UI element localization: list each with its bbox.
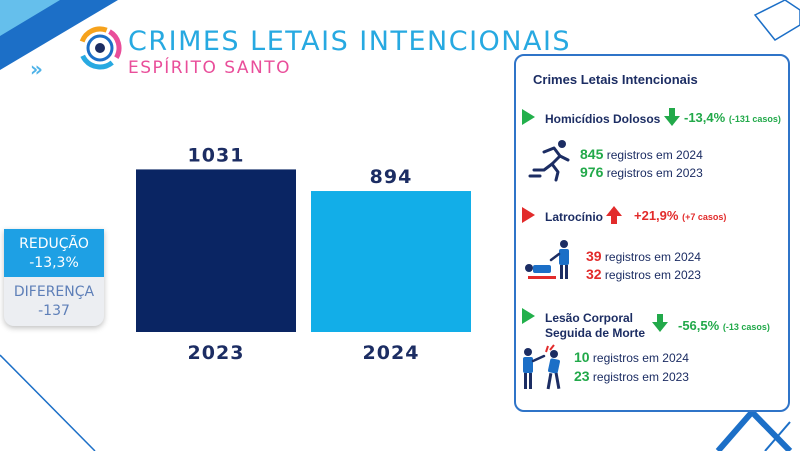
change-detail: (-13 casos) [722,322,770,332]
arrow-down-icon [664,108,680,126]
registros-2023-homicidios: 976 registros em 2023 [580,164,703,180]
registros-2023-latrocinio: 32 registros em 2023 [586,266,701,282]
value-label-2024: 894 [370,166,413,188]
arrow-down-icon [652,314,668,332]
reduction-label: REDUÇÃO [19,236,89,252]
play-triangle-icon [522,109,535,125]
panel-title: Crimes Letais Intencionais [533,72,698,87]
label-2023: registros em 2023 [606,166,703,180]
category-name-line2: Seguida de Morte [545,326,646,340]
label-2023: registros em 2023 [604,268,701,282]
label-2024: registros em 2024 [606,148,703,162]
label-2023: registros em 2023 [592,370,689,384]
value-label-2023: 1031 [188,144,245,166]
category-name-line1: Lesão Corporal [545,311,634,325]
difference-value: -137 [38,303,70,319]
corner-chevron-bottom-right [715,407,793,451]
count-2024: 10 [574,349,590,365]
chevron-right-icon: » [30,57,43,81]
change-value: +21,9% [634,208,679,223]
category-name-latrocinio: Latrocínio [545,210,604,224]
difference-block: DIFERENÇA -137 [4,277,104,326]
category-name-lesao-corporal: Lesão Corporal Seguida de Morte [545,311,645,341]
label-2024: registros em 2024 [604,250,701,264]
corner-shape-top-right [753,0,800,41]
crime-details-panel [514,54,790,412]
registros-2023-lesao: 23 registros em 2023 [574,368,689,384]
change-detail: (+7 casos) [682,212,727,222]
reduction-value: -13,3% [29,255,79,271]
bar-chart: 1031 2023 894 2024 [136,144,471,364]
play-triangle-icon [522,207,535,223]
corner-shape-top-left-inner [0,0,60,36]
reduction-block: REDUÇÃO -13,3% [4,229,104,277]
corner-line-bottom-right [764,421,791,451]
arrow-up-icon [606,206,622,224]
page-title: CRIMES LETAIS INTENCIONAIS [128,26,572,57]
registros-2024-lesao: 10 registros em 2024 [574,349,689,365]
play-triangle-icon [522,308,535,324]
label-2024: registros em 2024 [592,351,689,365]
category-label-2024: 2024 [363,342,420,364]
change-value: -56,5% [678,318,720,333]
summary-box: REDUÇÃO -13,3% DIFERENÇA -137 [4,229,104,326]
change-latrocinio: +21,9% (+7 casos) [634,208,726,223]
change-value: -13,4% [684,110,726,125]
count-2023: 23 [574,368,590,384]
page-subtitle: ESPÍRITO SANTO [128,58,292,78]
registros-2024-homicidios: 845 registros em 2024 [580,146,703,162]
category-name-homicidios: Homicídios Dolosos [545,112,661,126]
count-2023: 976 [580,164,604,180]
assault-icon [523,344,561,390]
difference-label: DIFERENÇA [13,284,95,300]
registros-2024-latrocinio: 39 registros em 2024 [586,248,701,264]
count-2023: 32 [586,266,602,282]
eye-logo-icon [78,26,122,70]
change-lesao-corporal: -56,5% (-13 casos) [678,318,770,333]
change-homicidios: -13,4% (-131 casos) [684,110,781,125]
running-person-icon [528,140,570,182]
corner-line-bottom-left [0,354,96,451]
bar-2024 [311,191,471,332]
robbery-victim-icon [525,240,569,279]
change-detail: (-131 casos) [728,114,781,124]
count-2024: 39 [586,248,602,264]
count-2024: 845 [580,146,604,162]
category-label-2023: 2023 [188,342,245,364]
bar-2023 [136,169,296,332]
